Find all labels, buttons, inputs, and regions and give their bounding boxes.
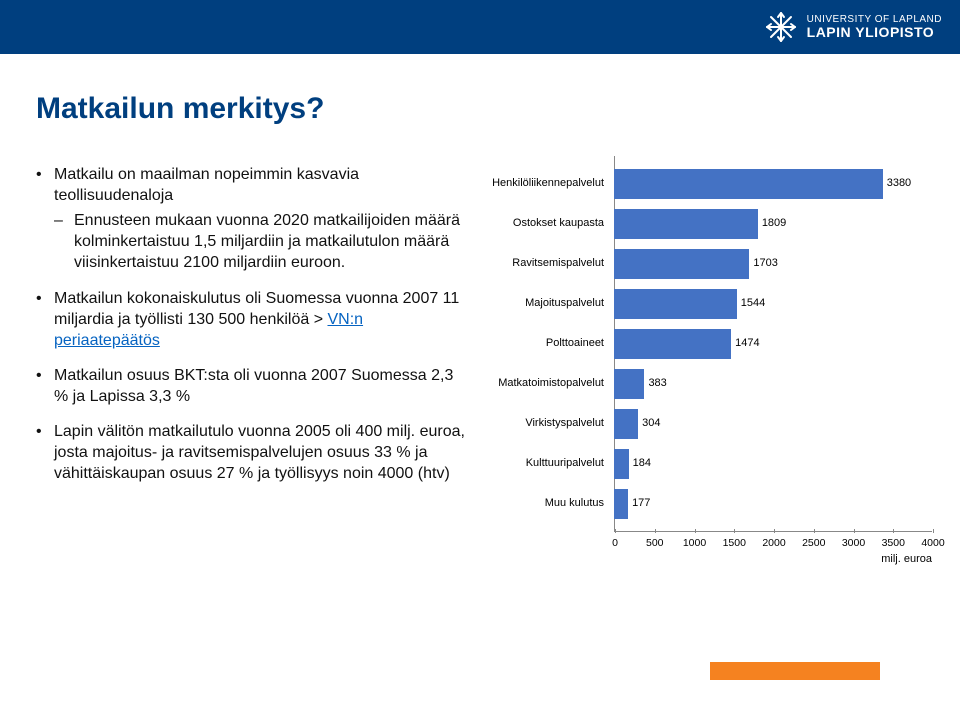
chart-bar <box>614 449 629 479</box>
bullet-3: Matkailun osuus BKT:sta oli vuonna 2007 … <box>36 365 472 407</box>
bullet-2-text: Matkailun kokonaiskulutus oli Suomessa v… <box>54 290 459 328</box>
chart-bar <box>614 329 731 359</box>
chart-bar <box>614 289 737 319</box>
chart-xtick-label: 2500 <box>802 537 825 549</box>
chart-value-label: 3380 <box>887 177 911 189</box>
chart-xtick-label: 2000 <box>762 537 785 549</box>
chart-bar <box>614 369 644 399</box>
chart-value-label: 184 <box>633 457 651 469</box>
chart-bar <box>614 489 628 519</box>
chart-value-label: 1474 <box>735 337 759 349</box>
chart-xtick-label: 4000 <box>921 537 944 549</box>
chart-bar <box>614 409 638 439</box>
snowflake-icon <box>763 9 799 45</box>
chart-category-label: Muu kulutus <box>488 484 608 524</box>
chart-bar <box>614 209 758 239</box>
chart-x-axis-label: milj. euroa <box>881 553 932 565</box>
chart-bar <box>614 169 883 199</box>
chart-category-label: Polttoaineet <box>488 324 608 364</box>
chart-value-label: 304 <box>642 417 660 429</box>
chart-category-label: Matkatoimistopalvelut <box>488 364 608 404</box>
chart-value-label: 177 <box>632 497 650 509</box>
bullet-4: Lapin välitön matkailutulo vuonna 2005 o… <box>36 421 472 484</box>
chart-category-label: Majoituspalvelut <box>488 284 608 324</box>
chart-xtick-label: 1000 <box>683 537 706 549</box>
chart-xtick-label: 0 <box>612 537 618 549</box>
university-logo: UNIVERSITY OF LAPLAND LAPIN YLIOPISTO <box>763 9 942 45</box>
subbullet-1-1: Ennusteen mukaan vuonna 2020 matkailijoi… <box>54 210 472 273</box>
body-text: Matkailu on maailman nopeimmin kasvavia … <box>36 164 472 498</box>
logo-line2: LAPIN YLIOPISTO <box>807 25 942 40</box>
chart-category-label: Ostokset kaupasta <box>488 204 608 244</box>
chart-category-label: Virkistyspalvelut <box>488 404 608 444</box>
chart-value-label: 1544 <box>741 297 765 309</box>
footer-accent-bar <box>710 662 880 680</box>
bullet-2: Matkailun kokonaiskulutus oli Suomessa v… <box>36 288 472 351</box>
chart-xtick-label: 3500 <box>882 537 905 549</box>
chart-xtick-label: 1500 <box>723 537 746 549</box>
chart-value-label: 1703 <box>753 257 777 269</box>
bullet-1: Matkailu on maailman nopeimmin kasvavia … <box>36 164 472 274</box>
chart-value-label: 1809 <box>762 217 786 229</box>
chart-category-label: Kulttuuripalvelut <box>488 444 608 484</box>
header-band: UNIVERSITY OF LAPLAND LAPIN YLIOPISTO <box>0 0 960 54</box>
page-title: Matkailun merkitys? <box>36 92 324 126</box>
chart-xtick-label: 500 <box>646 537 664 549</box>
bullet-1-text: Matkailu on maailman nopeimmin kasvavia … <box>54 166 359 204</box>
chart-category-label: Henkilöliikennepalvelut <box>488 164 608 204</box>
chart-value-label: 383 <box>648 377 666 389</box>
chart-category-label: Ravitsemispalvelut <box>488 244 608 284</box>
consumption-bar-chart: 05001000150020002500300035004000milj. eu… <box>488 156 940 572</box>
chart-bar <box>614 249 749 279</box>
chart-xtick-label: 3000 <box>842 537 865 549</box>
